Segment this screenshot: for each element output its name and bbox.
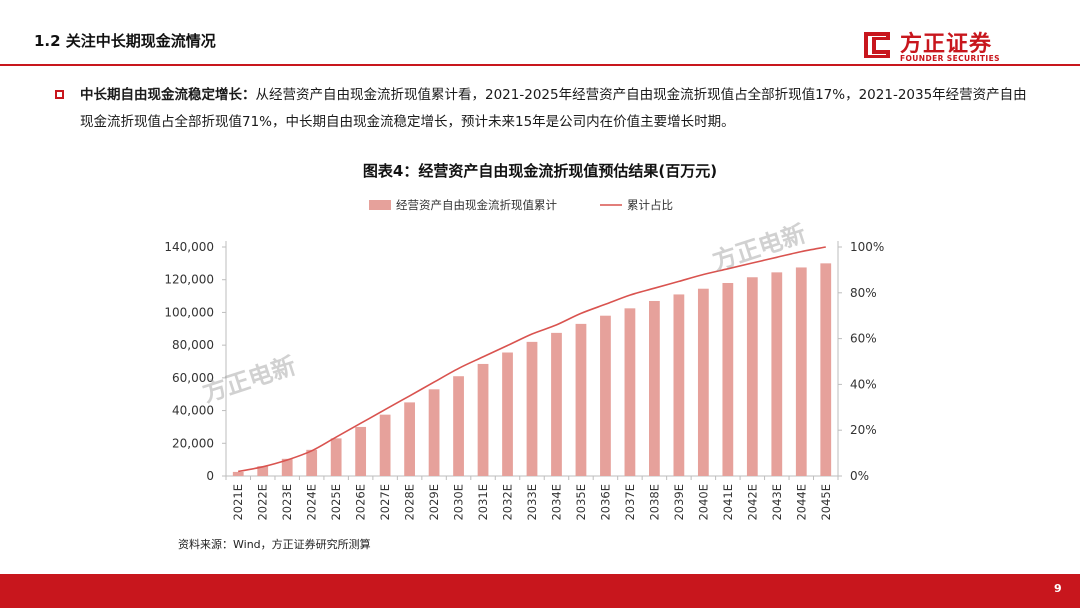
x-tick-label: 2021E xyxy=(231,484,245,521)
chart-title: 图表4：经营资产自由现金流折现值预估结果(百万元) xyxy=(362,162,718,180)
watermark-left: 方正电新 xyxy=(199,351,299,407)
x-tick-label: 2040E xyxy=(696,484,710,521)
bar xyxy=(649,300,660,476)
bar xyxy=(746,277,758,476)
y-right-tick-label: 60% xyxy=(850,332,877,346)
x-tick-label: 2027E xyxy=(378,484,392,521)
bar xyxy=(453,376,464,476)
line-series-cumulative-share xyxy=(238,246,826,473)
footer-bar xyxy=(0,574,1080,608)
bar xyxy=(795,267,807,476)
bar xyxy=(697,288,709,476)
x-tick-label: 2029E xyxy=(427,484,441,521)
bar xyxy=(673,294,685,476)
x-tick-label: 2022E xyxy=(256,484,270,521)
logo-name-cn: 方正证券 xyxy=(900,32,993,57)
x-tick-label: 2045E xyxy=(819,484,833,521)
x-tick-label: 2042E xyxy=(745,484,759,521)
y-right-tick-label: 40% xyxy=(850,377,877,391)
y-left-tick-label: 140,000 xyxy=(164,240,214,254)
bar xyxy=(477,363,489,476)
paragraph-body: 从经营资产自由现金流折现值累计看，2021-2025年经营资产自由现金流折现值占… xyxy=(80,87,1027,130)
bar xyxy=(355,426,367,476)
x-tick-label: 2034E xyxy=(549,484,563,521)
x-tick-label: 2043E xyxy=(770,484,784,521)
y-right-tick-label: 80% xyxy=(850,286,877,300)
legend-label-bar: 经营资产自由现金流折现值累计 xyxy=(396,198,557,212)
bar xyxy=(232,471,244,476)
watermark-right: 方正电新 xyxy=(709,219,809,275)
y-left-tick-label: 80,000 xyxy=(172,338,214,352)
x-tick-label: 2036E xyxy=(598,484,612,521)
x-tick-label: 2035E xyxy=(574,484,588,521)
legend-swatch-bar xyxy=(369,200,391,210)
y-right-tick-label: 0% xyxy=(850,469,869,483)
y-right-tick-label: 100% xyxy=(850,240,884,254)
company-logo: 方正证券 FOUNDER SECURITIES xyxy=(860,24,1060,72)
logo-name-en: FOUNDER SECURITIES xyxy=(900,54,1000,63)
y-left-tick-label: 40,000 xyxy=(172,404,214,418)
x-tick-label: 2024E xyxy=(305,484,319,521)
page-title: 1.2 关注中长期现金流情况 xyxy=(34,32,216,50)
bar xyxy=(722,282,734,476)
bullet-square-icon xyxy=(55,90,64,99)
x-tick-label: 2032E xyxy=(501,484,515,521)
y-left-tick-label: 100,000 xyxy=(164,305,214,319)
bar xyxy=(306,449,318,476)
x-tick-label: 2023E xyxy=(280,484,294,521)
bar xyxy=(771,272,783,476)
bar xyxy=(624,308,636,476)
y-left-tick-label: 120,000 xyxy=(164,273,214,287)
y-right-tick-label: 20% xyxy=(850,423,877,437)
paragraph-lead: 中长期自由现金流稳定增长： xyxy=(80,87,256,103)
cash-flow-chart: 经营资产自由现金流折现值累计 累计占比 0 20,000 40,000 60,000 80,… xyxy=(164,198,884,521)
bar xyxy=(502,352,513,476)
x-tick-label: 2025E xyxy=(329,484,343,521)
bar xyxy=(281,458,293,476)
x-tick-label: 2037E xyxy=(623,484,637,521)
x-tick-label: 2031E xyxy=(476,484,490,521)
y-left-tick-label: 0 xyxy=(206,469,214,483)
bar xyxy=(330,438,342,476)
bar xyxy=(428,389,440,476)
bar xyxy=(404,402,415,476)
source-note: 资料来源：Wind，方正证券研究所测算 xyxy=(178,538,371,551)
header-divider xyxy=(0,64,1080,66)
bar xyxy=(257,466,269,476)
x-tick-label: 2041E xyxy=(721,484,735,521)
x-tick-label: 2038E xyxy=(647,484,661,521)
summary-paragraph: 中长期自由现金流稳定增长：从经营资产自由现金流折现值累计看，2021-2025年… xyxy=(80,82,1040,136)
y-left-tick-label: 20,000 xyxy=(172,436,214,450)
page-number: 9 xyxy=(1054,582,1062,595)
bar xyxy=(551,332,562,476)
x-tick-label: 2028E xyxy=(403,484,417,521)
bar xyxy=(820,263,832,476)
x-tick-label: 2039E xyxy=(672,484,686,521)
bar xyxy=(379,414,391,476)
x-tick-label: 2030E xyxy=(452,484,466,521)
founder-logo-icon xyxy=(864,32,890,58)
x-tick-label: 2033E xyxy=(525,484,539,521)
x-tick-label: 2044E xyxy=(794,484,808,521)
bar xyxy=(600,315,611,476)
y-left-tick-label: 60,000 xyxy=(172,371,214,385)
legend-label-line: 累计占比 xyxy=(627,198,673,212)
x-tick-label: 2026E xyxy=(354,484,368,521)
bar xyxy=(526,341,538,476)
bar xyxy=(575,323,587,476)
